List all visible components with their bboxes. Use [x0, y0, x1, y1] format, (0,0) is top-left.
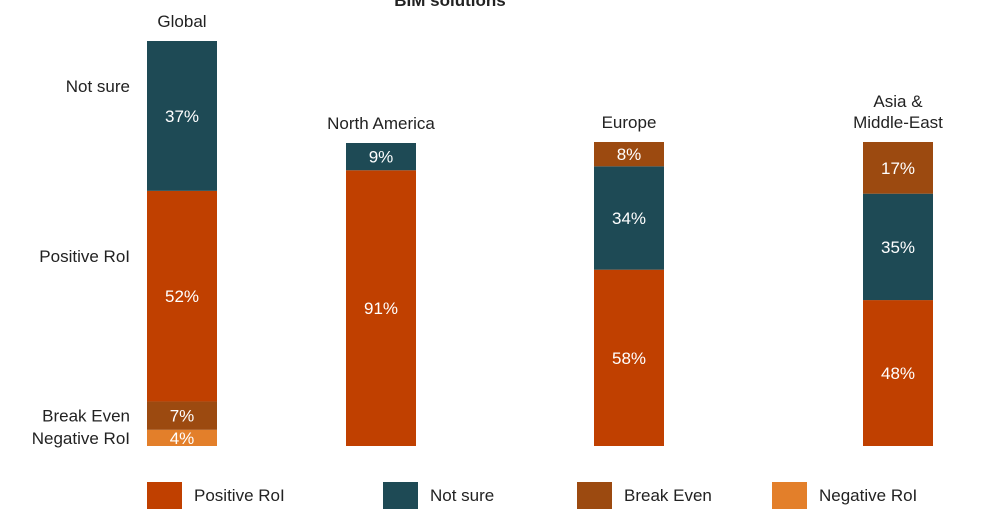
category-label: Middle-East [853, 113, 943, 132]
bar-segment-not-sure [147, 41, 217, 191]
legend-item: Break Even [577, 482, 712, 509]
side-label: Not sure [66, 77, 130, 96]
legend-swatch [383, 482, 418, 509]
data-label: 52% [165, 287, 199, 306]
bar-segment-not-sure [594, 166, 664, 270]
legend-label: Positive RoI [194, 485, 285, 505]
side-label: Break Even [42, 407, 130, 426]
legend-item: Positive RoI [147, 482, 285, 509]
chart-title: BIM solutions [394, 0, 506, 10]
data-label: 37% [165, 107, 199, 126]
legend-item: Negative RoI [772, 482, 917, 509]
bar-segment-not-sure [346, 143, 416, 171]
data-label: 91% [364, 299, 398, 318]
bar-segment-break-even [863, 142, 933, 194]
legend-item: Not sure [383, 482, 494, 509]
data-label: 17% [881, 159, 915, 178]
category-label: Asia & [873, 92, 923, 111]
legend-swatch [577, 482, 612, 509]
bar-segment-positive-roi [863, 300, 933, 446]
bar-segment-break-even [147, 401, 217, 430]
legend-label: Negative RoI [819, 485, 918, 505]
side-label: Negative RoI [32, 429, 130, 448]
data-label: 58% [612, 349, 646, 368]
bar-segment-break-even [594, 142, 664, 167]
bar-segment-positive-roi [594, 269, 664, 446]
bar-segment-negative-roi [147, 429, 217, 446]
legend-label: Break Even [624, 485, 712, 505]
side-label: Positive RoI [39, 247, 130, 266]
bar-segment-positive-roi [147, 190, 217, 402]
legend-swatch [147, 482, 182, 509]
legend-swatch [772, 482, 807, 509]
data-label: 35% [881, 238, 915, 257]
bar-segment-positive-roi [346, 170, 416, 446]
chart-legend: Positive RoI Not sure Break Even Negative R… [0, 482, 986, 510]
legend-label: Not sure [430, 485, 495, 505]
data-label: 8% [617, 145, 642, 164]
data-label: 7% [170, 407, 195, 426]
data-label: 9% [369, 148, 394, 167]
category-label: North America [327, 114, 435, 133]
category-label: Global [157, 12, 206, 31]
bar-segment-not-sure [863, 193, 933, 301]
data-label: 48% [881, 364, 915, 383]
data-label: 4% [170, 429, 195, 448]
category-label: Europe [602, 113, 657, 132]
data-label: 34% [612, 209, 646, 228]
